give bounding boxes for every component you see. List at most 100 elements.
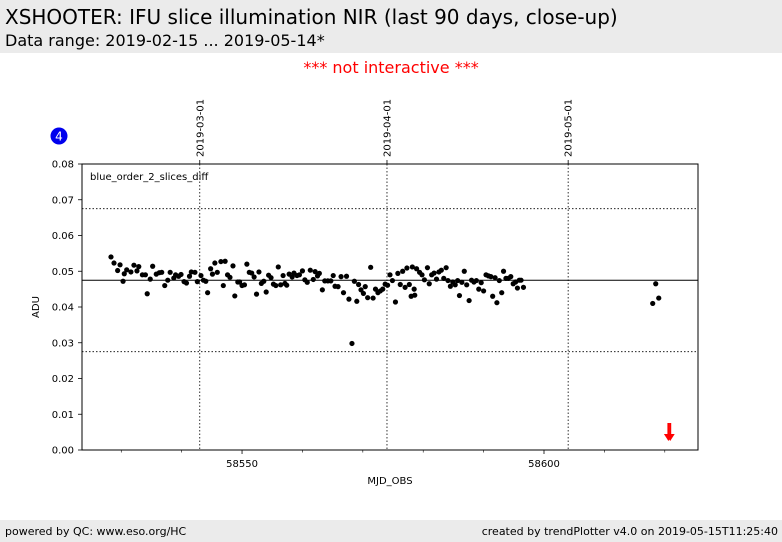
data-point [392, 299, 399, 305]
data-point [370, 295, 376, 301]
data-point [263, 289, 269, 295]
data-point [409, 264, 415, 270]
data-point [186, 273, 193, 279]
data-point [404, 265, 410, 271]
badge-circle [50, 127, 68, 145]
data-point [412, 292, 418, 298]
data-point [192, 269, 198, 275]
data-point [198, 272, 204, 279]
data-point [278, 282, 284, 288]
x-tick-label: 58550 [226, 459, 258, 470]
data-point [349, 340, 355, 347]
y-axis-label: ADU [31, 296, 42, 318]
data-point [389, 277, 396, 284]
data-point [424, 265, 431, 271]
data-point [275, 264, 281, 270]
data-point [426, 281, 432, 287]
data-point [445, 277, 451, 284]
data-point [464, 282, 470, 288]
data-point [299, 268, 306, 274]
data-range-subtitle: Data range: 2019-02-15 ... 2019-05-14* [5, 31, 325, 50]
data-point [335, 284, 341, 290]
data-point [650, 300, 656, 307]
y-tick-label: 0.00 [52, 446, 74, 457]
data-point [261, 278, 267, 284]
outlier-arrows [663, 423, 675, 441]
not-interactive-notice: *** not interactive *** [303, 58, 479, 77]
data-point [330, 272, 336, 279]
data-point [280, 272, 286, 279]
data-point [183, 280, 190, 286]
data-point [220, 282, 226, 289]
data-point [304, 279, 310, 285]
data-point [178, 271, 184, 278]
grid-lines [82, 164, 698, 450]
data-point [115, 267, 121, 274]
data-point [499, 290, 505, 296]
data-point [256, 269, 262, 275]
data-point [384, 282, 391, 288]
data-point [441, 275, 447, 281]
y-tick-label: 0.05 [52, 267, 74, 278]
plot-frame [81, 163, 699, 451]
x-tick-label: 58600 [528, 459, 560, 470]
data-point [365, 295, 371, 301]
data-point [121, 271, 127, 277]
data-point [368, 264, 374, 270]
data-point [653, 281, 659, 287]
data-point [241, 282, 248, 288]
data-point [124, 267, 130, 273]
data-point [144, 291, 150, 297]
data-point [406, 281, 412, 288]
data-point [459, 279, 465, 285]
data-point [447, 283, 453, 289]
footer-band [0, 520, 782, 542]
data-point [218, 258, 224, 265]
y-tick-label: 0.04 [52, 303, 74, 314]
data-point [310, 276, 316, 283]
data-point [165, 277, 171, 283]
data-point [268, 275, 274, 281]
data-point [340, 290, 347, 296]
date-marker-label: 2019-05-01 [564, 99, 575, 157]
data-point [214, 269, 220, 275]
data-point [316, 270, 322, 276]
data-point [438, 267, 444, 273]
date-marker-label: 2019-04-01 [382, 99, 393, 157]
data-point [411, 286, 417, 292]
data-point [289, 274, 295, 280]
data-point [150, 263, 156, 269]
data-point [136, 264, 142, 270]
header-band [0, 0, 782, 53]
data-point [203, 278, 209, 284]
data-point [284, 282, 290, 288]
data-point [230, 263, 236, 269]
data-point [244, 261, 250, 267]
data-point [194, 279, 200, 285]
data-point [273, 282, 279, 289]
data-point [443, 265, 449, 271]
y-tick-label: 0.07 [52, 195, 74, 206]
data-point [518, 277, 524, 283]
data-point [500, 268, 507, 274]
data-point [312, 269, 318, 275]
data-point [478, 280, 484, 286]
data-point [421, 277, 428, 283]
data-point [520, 284, 527, 290]
data-point [162, 282, 168, 289]
data-point [466, 297, 472, 304]
page-badge: 4 [50, 127, 68, 145]
data-point [227, 274, 233, 280]
data-point [397, 281, 403, 288]
data-point [251, 274, 257, 280]
data-point [120, 278, 126, 284]
data-point [400, 268, 406, 274]
data-point [111, 260, 117, 266]
badge-number: 4 [55, 130, 63, 144]
data-point [380, 286, 386, 292]
data-point [431, 270, 437, 276]
data-point [338, 274, 344, 280]
date-marker-label: 2019-03-01 [195, 99, 206, 157]
data-point [147, 276, 153, 282]
data-point [205, 290, 211, 296]
